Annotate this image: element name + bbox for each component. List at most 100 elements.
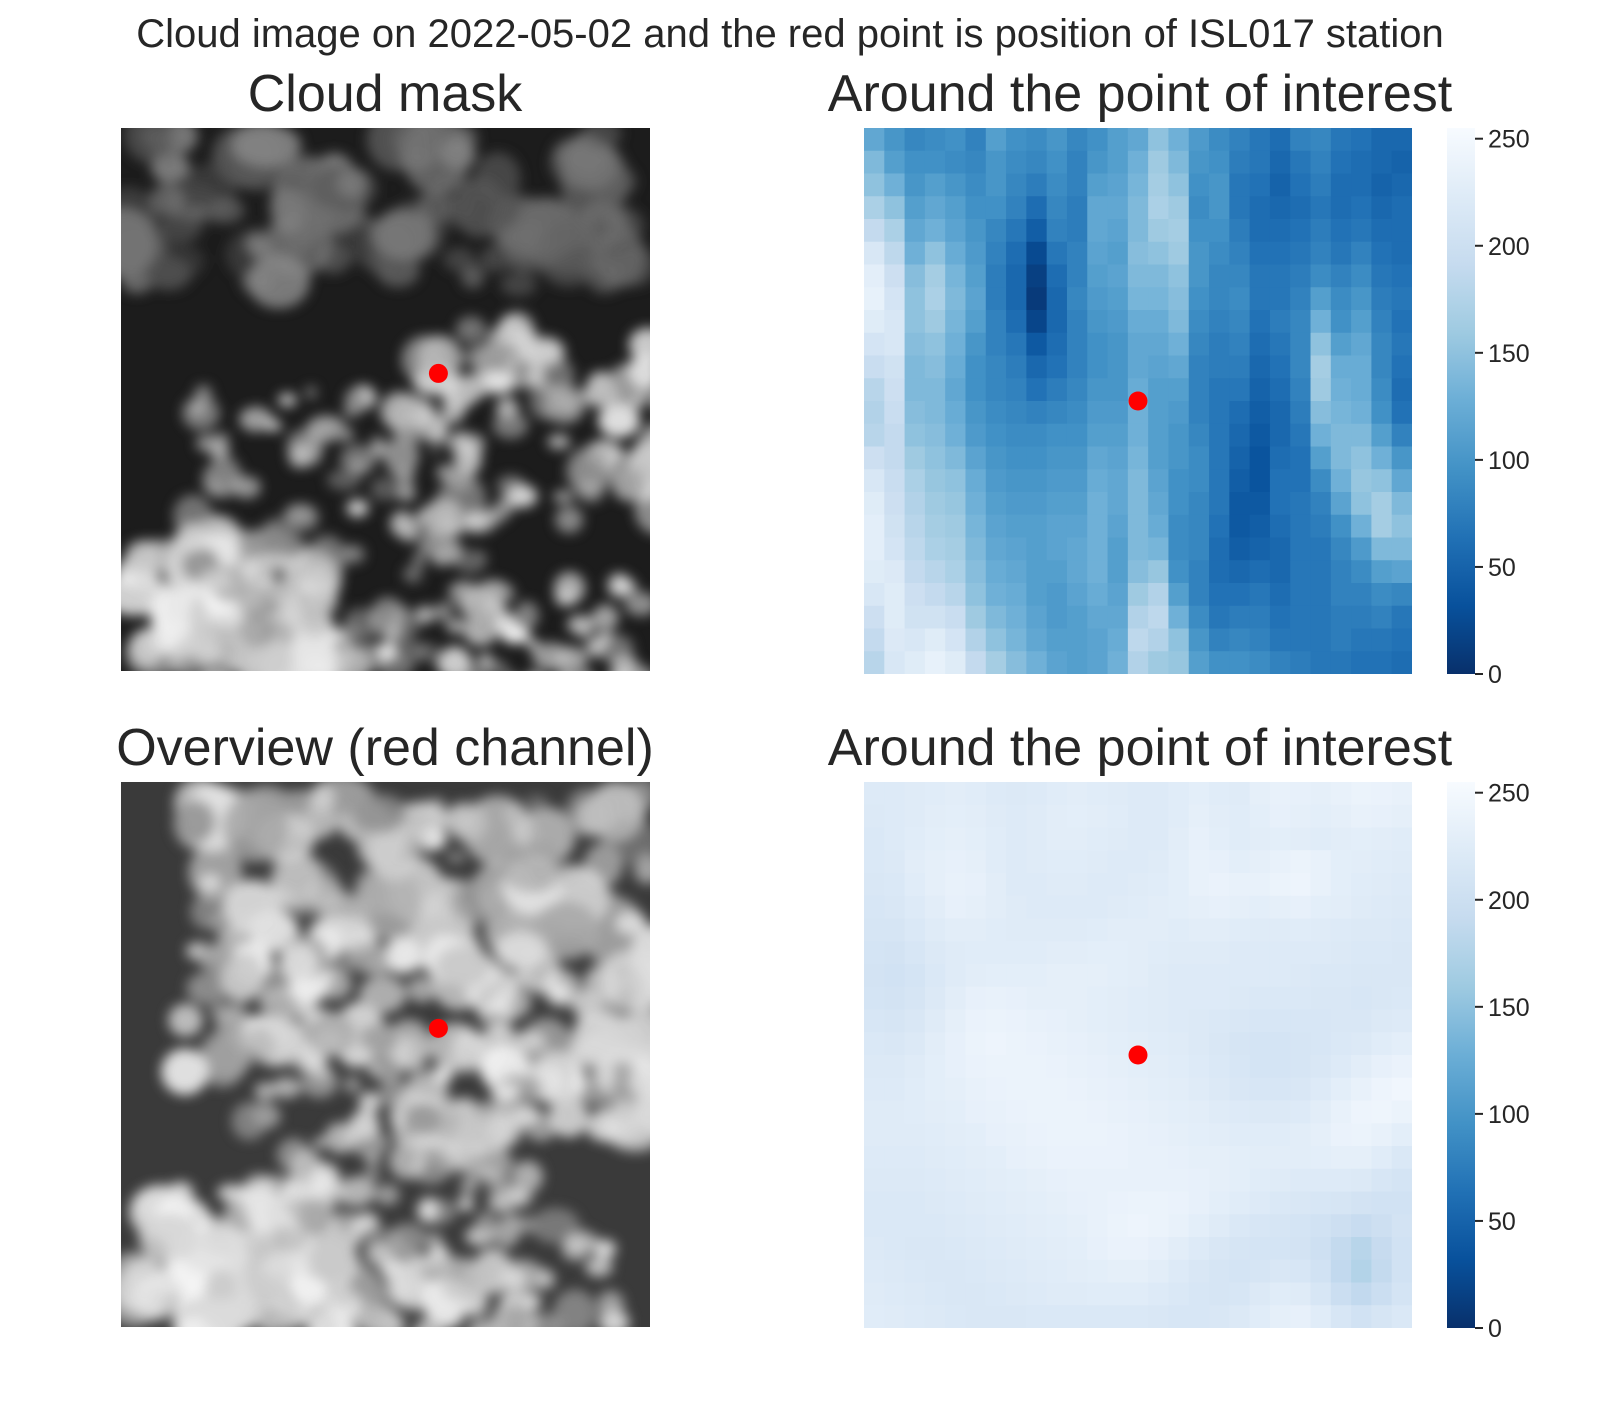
poi-bottom-cell [1168,1191,1190,1215]
poi-bottom-cell [1066,895,1088,920]
poi-bottom-cell [1229,1168,1251,1193]
cloud-blob [597,403,641,438]
cloud-blob [122,1259,149,1286]
poi-bottom-cell [1330,1009,1352,1033]
poi-top-cell [1269,219,1291,243]
poi-top-cell [1127,628,1149,652]
poi-top-cell [1371,310,1393,334]
poi-top-cell [1148,605,1170,630]
poi-top-cell [1290,332,1312,357]
poi-bottom-cell [864,1259,885,1284]
poi-bottom-cell [945,1305,967,1328]
poi-bottom-cell [1168,1259,1190,1284]
poi-top-cell [864,378,885,402]
poi-bottom-cell [1107,1146,1129,1170]
cloud-blob [382,626,402,644]
poi-bottom-cell [1371,1123,1393,1147]
cloud-blob [553,138,597,169]
poi-bottom-cell [1026,1009,1048,1033]
poi-bottom-cell [1188,1259,1210,1284]
poi-bottom-cell [864,1214,885,1238]
poi-top-cell [864,173,885,197]
poi-top-cell [1127,469,1149,493]
poi-top-cell [1269,560,1291,584]
poi-bottom-cell [924,1237,946,1261]
poi-bottom-cell [965,895,987,920]
poi-bottom-cell [1107,895,1129,920]
poi-top-cell [884,446,906,470]
cloud-blob [281,1197,315,1221]
poi-top-cell [1148,150,1170,175]
poi-top-cell [904,173,926,197]
poi-top-cell [924,310,946,334]
poi-top-cell [1310,401,1332,425]
poi-bottom-cell [924,1032,946,1056]
poi-top-cell [1249,196,1271,220]
poi-top-cell [1127,310,1149,334]
poi-bottom-cell [1209,941,1230,965]
poi-bottom-cell [945,1146,967,1170]
cloud-blob [184,626,219,655]
poi-top-cell [1310,605,1332,630]
poi-top-cell [1249,241,1271,266]
poi-bottom-cell [904,941,926,965]
poi-top-cell [1148,219,1170,243]
cloud-blob [624,592,650,617]
poi-top-cell [1330,378,1352,402]
poi-top-cell [904,128,926,152]
poi-bottom-cell [1229,895,1251,920]
poi-bottom-cell [1290,782,1312,806]
poi-top-cell [1330,355,1352,379]
poi-bottom-cell [1168,827,1190,851]
poi-bottom-cell [1229,1237,1251,1261]
poi-bottom-cell [1371,918,1393,942]
cloud-blob [372,210,437,261]
poi-bottom-cell [1310,1305,1332,1328]
poi-top-cell [945,446,967,470]
poi-bottom-cell [1127,827,1149,851]
poi-bottom-cell [864,1168,885,1193]
cloud-blob [222,792,289,863]
cloud-blob [494,931,547,970]
poi-bottom-cell [1249,1305,1271,1328]
poi-top-cell [1107,173,1129,197]
poi-bottom-cell [1107,782,1129,806]
poi-bottom-cell [1188,782,1210,806]
poi-bottom-cell [1107,1009,1129,1033]
poi-bottom-cell [1107,1168,1129,1193]
poi-bottom-cell [1249,918,1271,942]
poi-top-cell [1229,469,1251,493]
poi-top-cell [965,628,987,652]
poi-top-cell [1046,378,1068,402]
poi-bottom-cell [1290,1123,1312,1147]
cloud-blob [343,1075,361,1094]
poi-bottom-cell [1148,1305,1170,1328]
colorbar-bottom: 0 50 100 150 200 250 [1447,780,1612,1343]
poi-bottom-cell [864,1237,885,1261]
poi-top-cell [924,150,946,175]
poi-bottom-cell [1087,1009,1109,1033]
poi-bottom-cell [965,1191,987,1215]
poi-bottom-cell [1107,804,1129,829]
cloud-blob [149,183,185,217]
cloud-blob [585,1256,613,1277]
poi-top-cell [965,423,987,448]
poi-bottom-cell [1046,1305,1068,1328]
poi-top-cell [1209,378,1230,402]
poi-bottom-cell [1006,941,1027,965]
poi-bottom-cell [1046,1214,1068,1238]
poi-bottom-cell [1209,1259,1230,1284]
poi-bottom-cell [1391,986,1412,1011]
poi-bottom-cell [1371,941,1393,965]
poi-top-cell [1391,196,1412,220]
poi-top-cell [1026,241,1048,266]
poi-bottom-cell [1290,1191,1312,1215]
poi-top-cell [1107,583,1129,607]
poi-bottom-cell [1391,895,1412,920]
poi-bottom-cell [1351,986,1373,1011]
poi-bottom-cell [884,1282,906,1306]
poi-bottom-cell [985,1009,1007,1033]
poi-bottom-cell [1330,1146,1352,1170]
poi-top-cell [884,150,906,175]
poi-bottom-cell [1026,1282,1048,1306]
